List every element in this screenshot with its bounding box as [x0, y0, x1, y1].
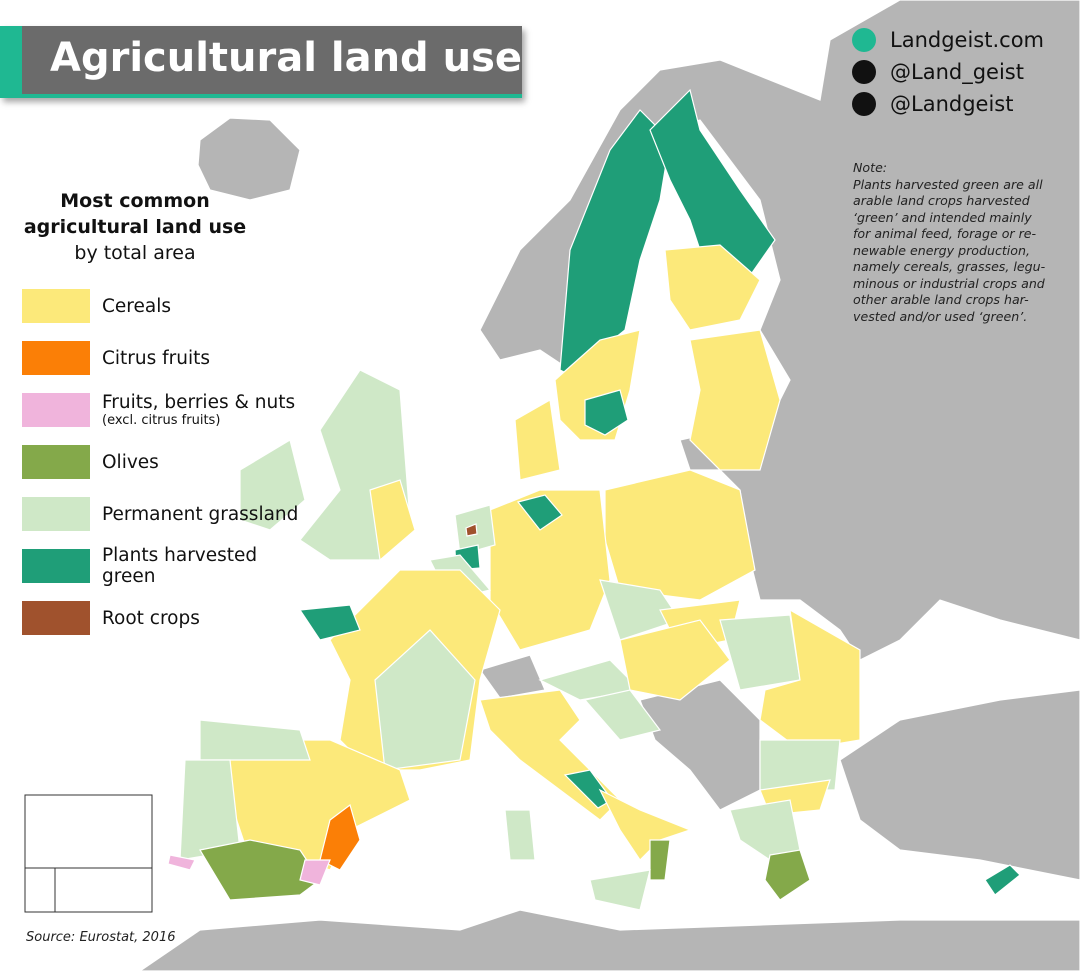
legend-swatch — [22, 341, 90, 375]
legend-item: Cereals — [22, 280, 302, 332]
land-mass — [479, 654, 546, 699]
legend-title-line: Most common — [60, 190, 210, 212]
social-text: Landgeist.com — [890, 28, 1044, 52]
regions — [167, 88, 1021, 911]
note-line: other arable land crops har- — [853, 292, 1029, 307]
legend-title-line: agricultural land use — [23, 216, 247, 238]
region — [649, 88, 776, 291]
note-line: arable land crops harvested — [853, 193, 1030, 208]
region — [759, 608, 861, 751]
note-line: newable energy production, — [853, 242, 1031, 258]
social-link: Landgeist.com — [852, 24, 1044, 56]
title-banner: Agricultural land use — [0, 26, 522, 98]
legend-item: Citrus fruits — [22, 332, 302, 384]
inset-frame — [24, 794, 153, 913]
note: Note: Plants harvested green are all arabl… — [853, 160, 1045, 325]
inset — [24, 794, 153, 913]
legend-title: Most common agricultural land use by total… — [22, 188, 248, 266]
legend-item: Root crops — [22, 592, 302, 644]
land-mass — [839, 689, 1080, 881]
legend-item: Fruits, berries & nuts (excl. citrus frui… — [22, 384, 302, 436]
region — [583, 689, 662, 741]
note-line: namely cereals, grasses, legu- — [853, 259, 1046, 274]
note-line: vested and/or used ‘green’. — [853, 308, 1028, 324]
legend-sublabel: (excl. citrus fruits) — [102, 413, 221, 428]
land-mass — [639, 679, 761, 811]
note-heading: Note: — [853, 160, 888, 175]
social-text: @Land_geist — [890, 60, 1024, 84]
region — [764, 849, 811, 901]
region — [604, 469, 756, 601]
region — [298, 604, 361, 641]
legend-label: Olives — [102, 452, 302, 473]
legend-label-text: Olives — [102, 451, 159, 473]
note-line: for animal feed, forage or re- — [853, 226, 1037, 241]
legend-swatch — [22, 393, 90, 427]
social-links: Landgeist.com @Land_geist @Landgeist — [852, 24, 1044, 120]
legend: Most common agricultural land use by total… — [22, 188, 302, 644]
region — [465, 523, 478, 537]
note-line: ‘green’ and intended mainly — [853, 209, 1032, 225]
legend-label: Citrus fruits — [102, 348, 302, 369]
region — [239, 439, 306, 531]
note-body: Plants harvested green are all arable lan… — [853, 177, 1045, 326]
region — [584, 389, 629, 436]
region — [374, 629, 476, 771]
legend-swatch — [22, 497, 90, 531]
legend-item: Permanent grassland — [22, 488, 302, 540]
legend-label-text: Cereals — [102, 295, 171, 317]
region — [516, 494, 563, 531]
social-link: @Landgeist — [852, 88, 1044, 120]
social-icon — [852, 60, 876, 84]
social-text: @Landgeist — [890, 92, 1014, 116]
region — [759, 739, 841, 791]
legend-label: Cereals — [102, 296, 302, 317]
legend-swatch — [22, 601, 90, 635]
region — [504, 809, 536, 861]
legend-title-line: by total area — [74, 242, 196, 264]
land-mass — [138, 909, 1080, 971]
region — [319, 803, 361, 871]
legend-item: Olives — [22, 436, 302, 488]
legend-label-text: Citrus fruits — [102, 347, 211, 369]
region — [199, 719, 311, 761]
social-link: @Land_geist — [852, 56, 1044, 88]
land-mass — [197, 117, 301, 201]
title-accent — [0, 26, 22, 94]
legend-swatch — [22, 445, 90, 479]
region — [598, 788, 692, 861]
legend-label-text: Permanent grassland — [102, 503, 299, 525]
social-icon — [852, 28, 876, 52]
legend-items: Cereals Citrus fruits Fruits, berries & nu… — [22, 280, 302, 644]
legend-label: Root crops — [102, 608, 302, 629]
region — [649, 839, 671, 881]
region — [167, 854, 196, 871]
region — [984, 864, 1021, 896]
region — [369, 479, 416, 562]
region — [619, 619, 731, 701]
note-line: Plants harvested green are all — [853, 176, 1043, 192]
title: Agricultural land use — [50, 35, 523, 81]
legend-label: Fruits, berries & nuts (excl. citrus frui… — [102, 392, 302, 428]
legend-label-text: Root crops — [102, 607, 200, 629]
legend-label: Permanent grassland — [102, 504, 302, 525]
legend-label: Plants harvested green — [102, 545, 302, 587]
region — [514, 399, 561, 481]
social-icon — [852, 92, 876, 116]
region — [689, 329, 781, 471]
note-line: minous or industrial crops and — [853, 275, 1045, 291]
source: Source: Eurostat, 2016 — [26, 930, 176, 945]
legend-item: Plants harvested green — [22, 540, 302, 592]
region — [589, 869, 651, 911]
legend-label-text: Fruits, berries & nuts — [102, 392, 296, 413]
region — [729, 799, 801, 861]
region — [664, 244, 761, 331]
region — [299, 859, 331, 886]
legend-swatch — [22, 289, 90, 323]
region — [719, 614, 801, 691]
legend-swatch — [22, 549, 90, 583]
legend-label-text: Plants harvested green — [102, 545, 258, 587]
